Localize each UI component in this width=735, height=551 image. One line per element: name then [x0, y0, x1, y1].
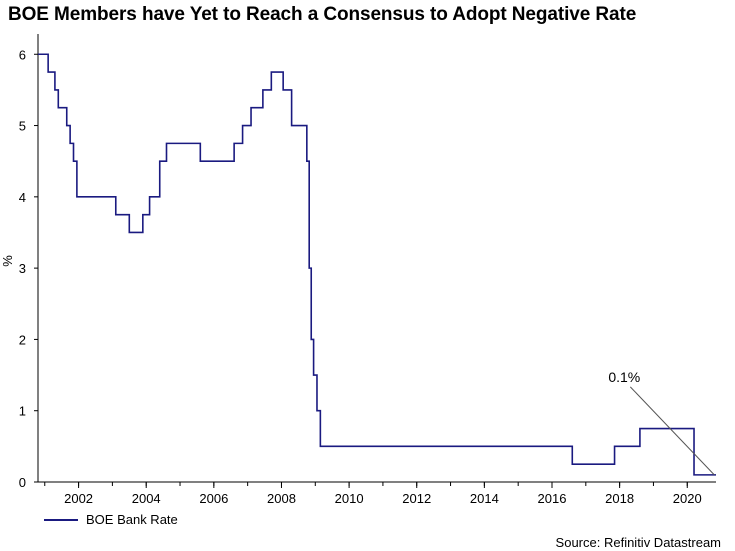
y-tick-label: 4 — [19, 190, 26, 205]
y-tick-label: 5 — [19, 119, 26, 134]
y-tick-label: 1 — [19, 404, 26, 419]
legend: BOE Bank Rate — [44, 512, 178, 527]
source-note: Source: Refinitiv Datastream — [555, 535, 721, 550]
x-tick-label: 2018 — [605, 491, 634, 506]
x-tick-label: 2020 — [673, 491, 702, 506]
x-tick-label: 2016 — [538, 491, 567, 506]
y-tick-label: 0 — [19, 475, 26, 490]
annotation-label: 0.1% — [608, 369, 640, 385]
series-line-boe-bank-rate — [38, 53, 716, 476]
x-tick-label: 2004 — [132, 491, 161, 506]
x-tick-label: 2006 — [199, 491, 228, 506]
y-tick-label: 6 — [19, 47, 26, 62]
y-axis-ticks: 0 1 2 3 4 5 6 — [19, 47, 38, 490]
x-tick-label: 2010 — [335, 491, 364, 506]
x-tick-label: 2012 — [402, 491, 431, 506]
x-axis-ticks: 2002 2004 2006 2008 2010 2012 2014 2016 2018 2020 — [44, 482, 702, 506]
x-tick-label: 2014 — [470, 491, 499, 506]
legend-label: BOE Bank Rate — [86, 512, 178, 527]
annotation-leader-line — [629, 386, 715, 476]
annotation-layer: 0.1% — [608, 369, 715, 476]
x-tick-label: 2008 — [267, 491, 296, 506]
y-tick-label: 3 — [19, 261, 26, 276]
x-tick-label: 2002 — [64, 491, 93, 506]
axes: % — [0, 34, 716, 483]
chart-title: BOE Members have Yet to Reach a Consensu… — [8, 4, 637, 25]
series-layer — [38, 53, 716, 476]
y-axis-label: % — [0, 255, 15, 267]
y-tick-label: 2 — [19, 332, 26, 347]
legend-swatch — [44, 518, 78, 521]
